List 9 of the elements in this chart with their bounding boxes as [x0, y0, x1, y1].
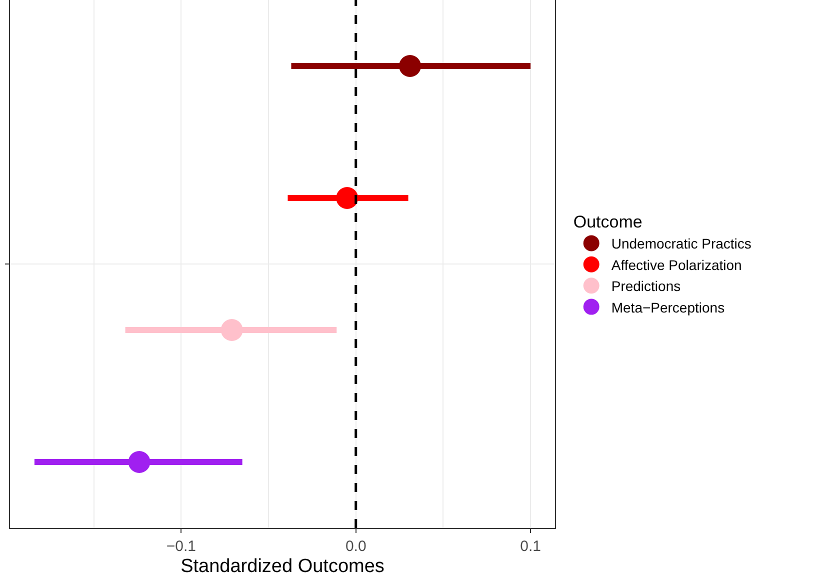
legend-label: Predictions: [611, 278, 681, 294]
x-axis-title: Standardized Outcomes: [180, 556, 384, 577]
legend-title: Outcome: [573, 212, 642, 232]
legend-label: Affective Polarization: [611, 256, 742, 273]
x-tick-label: 0.0: [345, 538, 366, 556]
legend-label: Meta−Perceptions: [611, 299, 725, 316]
x-tick-label: 0.1: [520, 538, 541, 556]
legend-label: Undemocratic Practics: [611, 236, 752, 252]
x-tick-label: −0.1: [166, 538, 196, 556]
